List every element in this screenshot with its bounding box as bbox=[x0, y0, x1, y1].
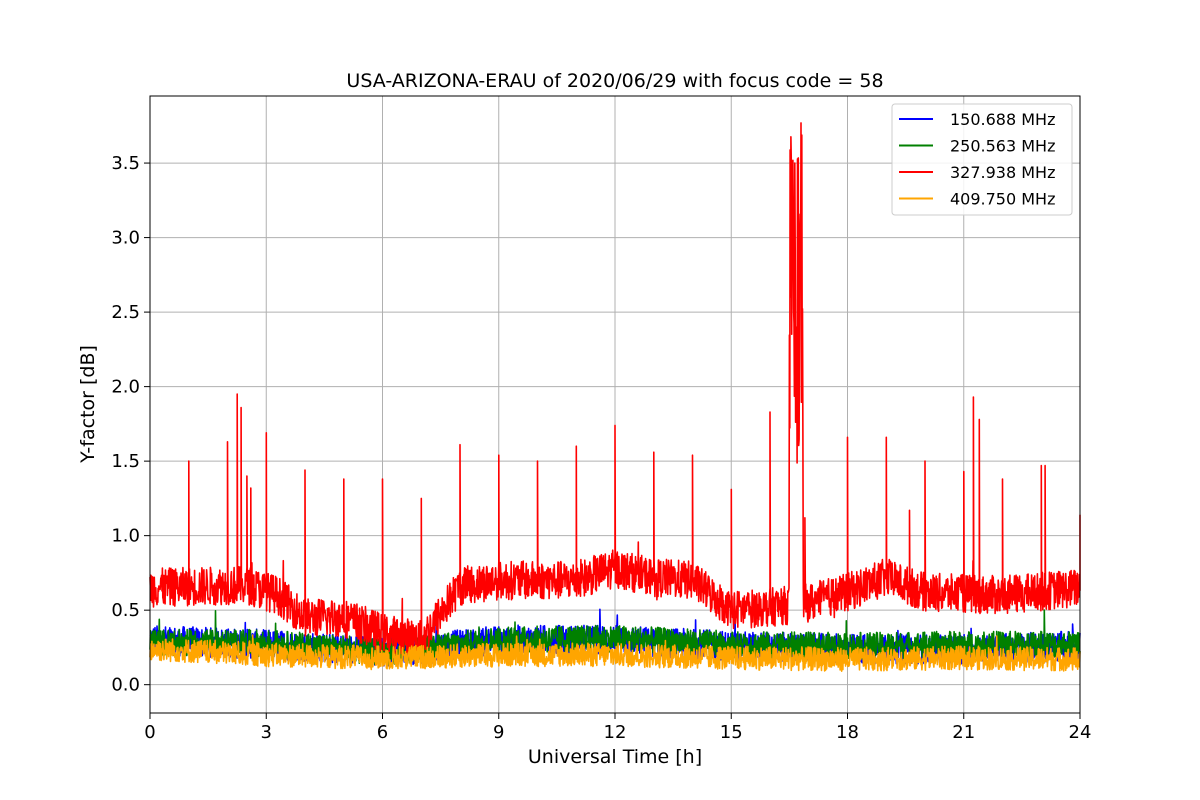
x-tick-label: 9 bbox=[493, 722, 504, 743]
y-tick-label: 0.0 bbox=[111, 675, 140, 696]
series-line-2 bbox=[149, 609, 1081, 666]
x-tick-label: 3 bbox=[261, 722, 272, 743]
legend: 150.688 MHz 250.563 MHz 327.938 MHz 409.750… bbox=[891, 103, 1073, 216]
y-tick-label: 3.5 bbox=[111, 153, 140, 174]
x-tick-label: 21 bbox=[952, 722, 975, 743]
y-tick-label: 1.0 bbox=[111, 526, 140, 547]
legend-entry-label: 150.688 MHz bbox=[950, 110, 1055, 129]
y-tick-label: 3.0 bbox=[111, 228, 140, 249]
x-tick-label: 0 bbox=[144, 722, 155, 743]
x-tick-label: 12 bbox=[604, 722, 627, 743]
series-line-4 bbox=[149, 634, 1081, 672]
x-axis: 0 3 6 9 12 15 18 21 24 bbox=[144, 713, 1091, 743]
y-axis: 0.0 0.5 1.0 1.5 2.0 2.5 3.0 3.5 bbox=[111, 153, 150, 696]
x-tick-label: 6 bbox=[377, 722, 388, 743]
y-tick-label: 2.0 bbox=[111, 377, 140, 398]
legend-box bbox=[891, 103, 1073, 216]
legend-entry-label: 250.563 MHz bbox=[950, 137, 1055, 156]
series-layer bbox=[149, 122, 1081, 672]
y-tick-label: 2.5 bbox=[111, 302, 140, 323]
y-axis-label: Y-factor [dB] bbox=[77, 345, 99, 464]
y-tick-label: 0.5 bbox=[111, 600, 140, 621]
legend-entry-label: 409.750 MHz bbox=[950, 190, 1055, 209]
y-tick-label: 1.5 bbox=[111, 451, 140, 472]
x-tick-label: 15 bbox=[720, 722, 743, 743]
x-axis-label: Universal Time [h] bbox=[528, 746, 702, 768]
x-tick-label: 18 bbox=[836, 722, 859, 743]
series-line-3 bbox=[149, 122, 1081, 658]
x-tick-label: 24 bbox=[1069, 722, 1092, 743]
legend-entry-label: 327.938 MHz bbox=[950, 163, 1055, 182]
chart-title: USA-ARIZONA-ERAU of 2020/06/29 with focu… bbox=[346, 70, 883, 92]
